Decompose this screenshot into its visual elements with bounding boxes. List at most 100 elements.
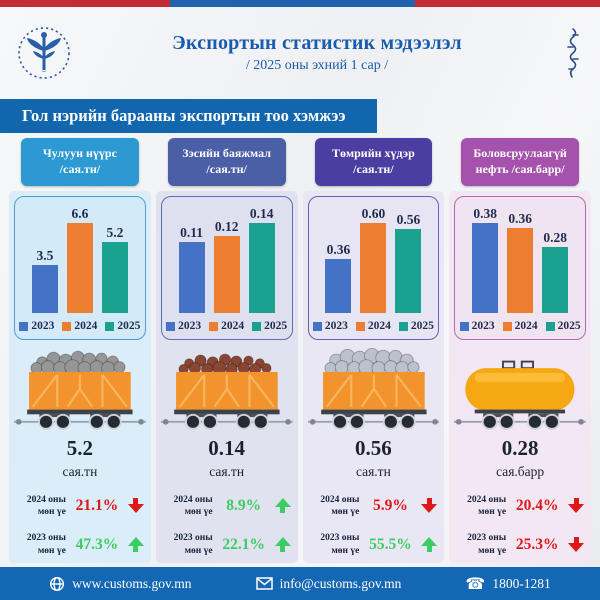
bar: [360, 223, 387, 313]
coal-total-value: 5.2: [66, 435, 93, 460]
bar-value-label: 0.38: [473, 206, 497, 221]
copper-vs-2023: 2023 оны мөн үе 22.1%: [161, 532, 293, 557]
bar-2025: 0.14: [248, 206, 275, 313]
trend-up-icon: [127, 537, 144, 553]
bar-2024: 0.60: [360, 206, 387, 313]
trend-down-icon: [568, 537, 585, 553]
trend-down-icon: [421, 498, 438, 514]
header: Экспортын статистик мэдээлэл / 2025 оны …: [0, 7, 600, 91]
commodity-columns: Чулуун нүүрс /сая.тн/ 3.5 6.6 5.2 2023 202…: [0, 138, 600, 563]
legend-item-2023: 2023: [459, 320, 495, 332]
topbar-red-right: [415, 0, 600, 7]
bar: [395, 229, 422, 313]
column-coal-unit: /сая.тн/: [59, 162, 101, 176]
iron-ore-vs-2023: 2023 оны мөн үе 55.5%: [308, 532, 440, 557]
column-copper-card: 0.11 0.12 0.14 2023 2024 2025: [155, 191, 298, 563]
bar: [472, 223, 499, 313]
iron-ore-vs-2024: 2024 оны мөн үе 5.9%: [308, 494, 440, 519]
bar-value-label: 3.5: [36, 248, 54, 263]
footer-bar: www.customs.gov.mn info@customs.gov.mn ☎…: [0, 567, 600, 600]
legend-swatch-2024: [209, 321, 219, 331]
trend-up-icon: [274, 537, 291, 553]
bar-2025: 0.56: [395, 212, 422, 313]
legend-swatch-2023: [166, 321, 176, 331]
chart-legend: 2023 2024 2025: [457, 320, 583, 332]
column-coal-title: Чулуун нүүрс: [42, 146, 117, 161]
mail-icon: [255, 577, 273, 590]
column-iron-ore-unit: /сая.тн/: [353, 162, 394, 176]
bar-2025: 0.28: [542, 230, 569, 313]
crude-oil-bar-chart: 0.38 0.36 0.28 2023 2024 2025: [454, 196, 586, 340]
bar: [101, 242, 128, 313]
legend-swatch-2024: [502, 321, 512, 331]
bar: [66, 223, 93, 313]
bar-value-label: 6.6: [71, 206, 89, 221]
bar-2023: 0.38: [472, 206, 499, 313]
bar-value-label: 0.11: [180, 225, 204, 240]
legend-item-2023: 2023: [166, 320, 201, 332]
legend-item-2023: 2023: [312, 320, 348, 332]
legend-item-2025: 2025: [398, 320, 434, 332]
iron-ore-total-unit: сая.тн: [355, 463, 391, 479]
bar: [213, 236, 240, 313]
bar-2024: 0.36: [507, 211, 534, 313]
topbar-blue-center: [170, 0, 415, 7]
column-coal-header: Чулуун нүүрс /сая.тн/: [21, 138, 139, 186]
legend-item-2024: 2024: [502, 320, 538, 332]
legend-item-2025: 2025: [252, 320, 287, 332]
legend-item-2024: 2024: [209, 320, 244, 332]
legend-swatch-2025: [105, 321, 115, 331]
column-copper: Зэсийн баяжмал /сая.тн/ 0.11 0.12 0.14 202…: [155, 138, 298, 563]
top-tricolor-bar: [0, 0, 600, 7]
page-subtitle: / 2025 оны эхний 1 сар /: [245, 58, 389, 73]
phone-icon: ☎: [465, 573, 486, 593]
bar: [248, 223, 275, 313]
section-banner-title: Гол нэрийн барааны экспортын тоо хэмжээ: [22, 106, 346, 125]
globe-icon: [50, 576, 65, 591]
column-copper-header: Зэсийн баяжмал /сая.тн/: [167, 138, 286, 186]
bar-2023: 0.11: [178, 225, 205, 313]
chart-legend: 2023 2024 2025: [164, 320, 290, 332]
mongolian-script-mark: [567, 28, 579, 78]
section-banner: Гол нэрийн барааны экспортын тоо хэмжээ: [0, 99, 377, 133]
crude-oil-vs-2023: 2023 оны мөн үе 25.3%: [454, 532, 586, 557]
column-copper-title: Зэсийн баяжмал: [182, 146, 271, 161]
legend-swatch-2024: [62, 321, 72, 331]
footer-email[interactable]: info@customs.gov.mn: [255, 576, 401, 592]
chart-legend: 2023 2024 2025: [17, 320, 143, 332]
coal-wagon-illustration: [14, 340, 146, 433]
footer-phone[interactable]: ☎ 1800-1281: [465, 573, 551, 593]
trend-down-icon: [127, 498, 144, 514]
coal-vs-2023-value: 47.3%: [75, 535, 119, 553]
column-iron-ore-header: Төмрийн хүдэр /сая.тн/: [314, 138, 433, 186]
crude-oil-vs-2024-value: 20.4%: [515, 496, 559, 514]
bar: [178, 242, 205, 313]
page-title: Экспортын статистик мэдээлэл: [172, 32, 462, 54]
bar-value-label: 0.36: [326, 242, 351, 257]
bar: [325, 259, 352, 313]
copper-bars: 0.11 0.12 0.14: [164, 201, 290, 313]
bar: [31, 265, 58, 313]
column-crude-oil-unit: нефть /сая.барр/: [475, 162, 565, 176]
iron-ore-vs-2024-value: 5.9%: [372, 496, 408, 514]
iron-ore-vs-2023-value: 55.5%: [369, 535, 412, 553]
legend-item-2025: 2025: [545, 320, 581, 332]
iron-ore-bar-chart: 0.36 0.60 0.56 2023 2024 2025: [307, 196, 440, 340]
legend-swatch-2025: [545, 321, 555, 331]
oil-tank-wagon-illustration: [454, 340, 586, 433]
crude-oil-vs-2024: 2024 оны мөн үе 20.4%: [454, 494, 586, 519]
iron-ore-wagon-illustration: [307, 340, 440, 433]
coal-total-unit: сая.тн: [62, 463, 98, 479]
bar: [542, 247, 569, 313]
trend-up-icon: [421, 537, 438, 553]
crude-oil-bars: 0.38 0.36 0.28: [457, 201, 583, 313]
bar-value-label: 0.28: [543, 230, 567, 245]
crude-oil-vs-2023-value: 25.3%: [515, 535, 559, 553]
bar-value-label: 0.60: [361, 206, 386, 221]
copper-total-value: 0.14: [208, 435, 245, 460]
footer-website[interactable]: www.customs.gov.mn: [49, 576, 192, 592]
iron-ore-total-value: 0.56: [355, 435, 392, 460]
legend-swatch-2025: [398, 321, 408, 331]
column-coal-card: 3.5 6.6 5.2 2023 2024 2025: [9, 191, 151, 563]
